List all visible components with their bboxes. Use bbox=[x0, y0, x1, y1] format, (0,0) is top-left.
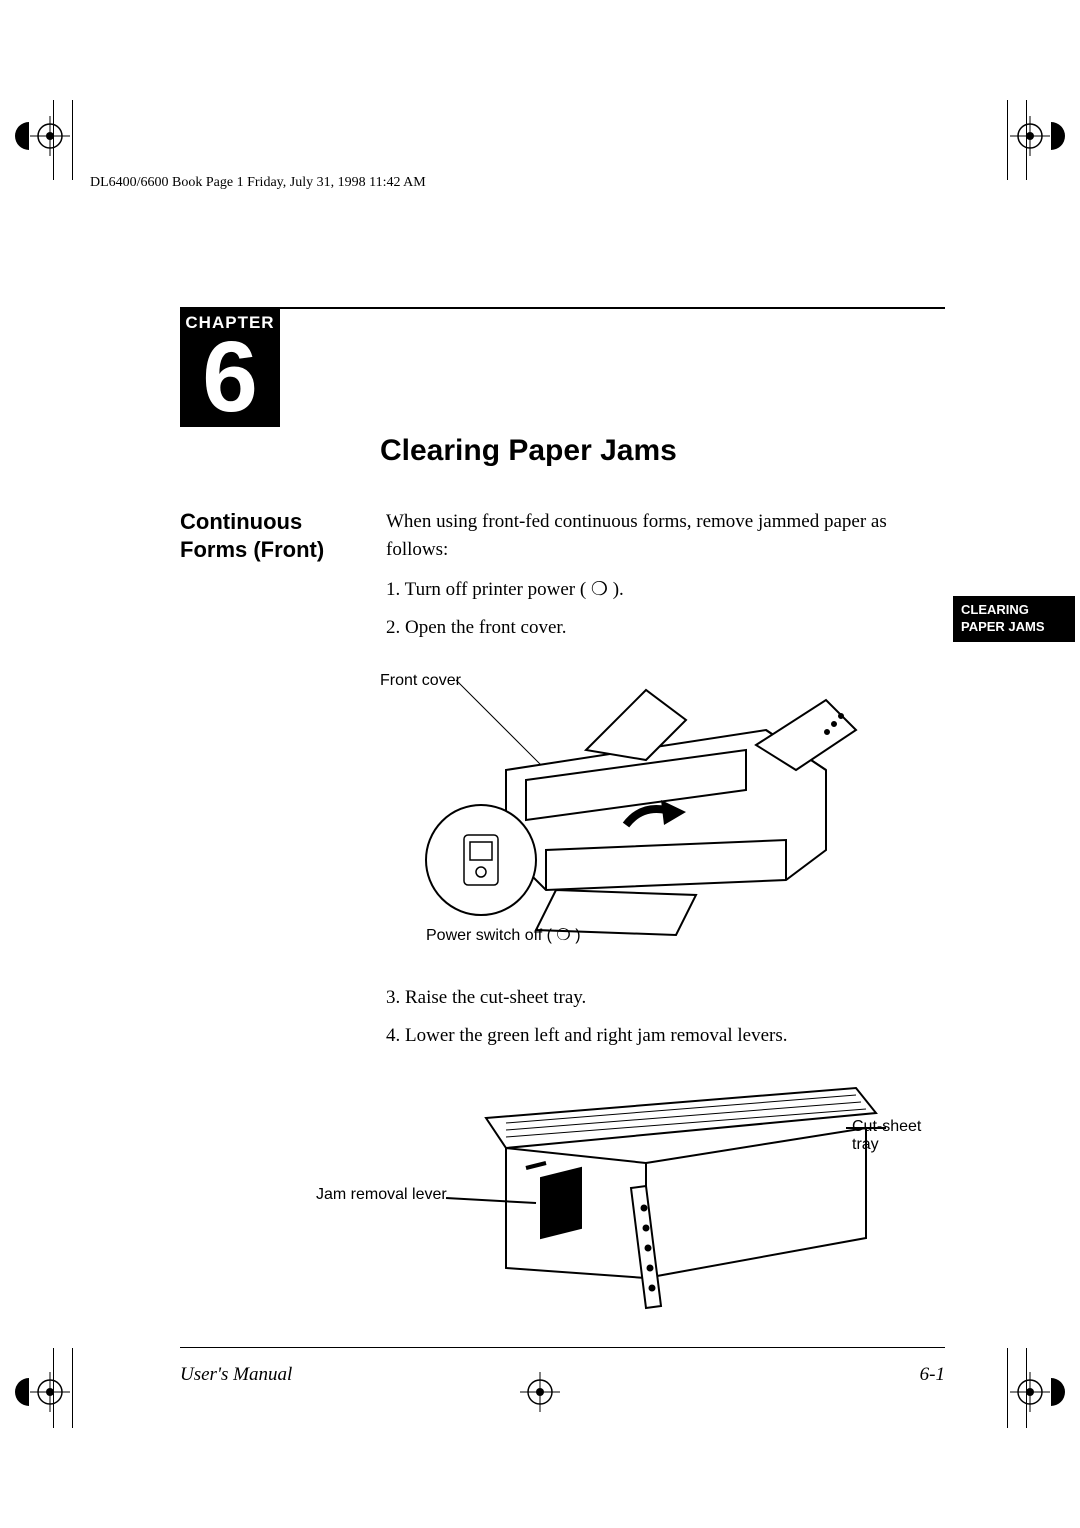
printer-illustration-icon bbox=[386, 650, 866, 950]
intro-paragraph: When using front-fed continuous forms, r… bbox=[386, 508, 945, 563]
chapter-badge: CHAPTER 6 bbox=[180, 307, 280, 427]
crop-line bbox=[72, 100, 73, 180]
reg-arc-icon bbox=[15, 1378, 29, 1406]
side-tab-line1: CLEARING bbox=[961, 602, 1029, 617]
steps-group-2: 3. Raise the cut-sheet tray. 4. Lower th… bbox=[386, 984, 945, 1049]
bottom-rule bbox=[180, 1347, 945, 1348]
footer-right: 6-1 bbox=[920, 1364, 945, 1386]
tray-illustration-icon bbox=[386, 1068, 946, 1318]
footer-left: User's Manual bbox=[180, 1364, 292, 1386]
crop-line bbox=[1007, 1348, 1008, 1428]
section-line1: Continuous bbox=[180, 509, 302, 534]
chapter-number: 6 bbox=[180, 335, 280, 420]
registration-mark-icon bbox=[1010, 116, 1050, 156]
reg-arc-icon bbox=[15, 122, 29, 150]
registration-mark-icon bbox=[30, 116, 70, 156]
crop-line bbox=[1007, 100, 1008, 180]
chapter-title: Clearing Paper Jams bbox=[380, 434, 677, 468]
step-4: 4. Lower the green left and right jam re… bbox=[386, 1022, 945, 1050]
reg-arc-icon bbox=[1051, 1378, 1065, 1406]
step-2: 2. Open the front cover. bbox=[386, 614, 945, 642]
registration-mark-icon bbox=[1010, 1372, 1050, 1412]
section-heading: Continuous Forms (Front) bbox=[180, 508, 360, 563]
fig1-label-poweroff: Power switch off ( ❍ ) bbox=[426, 925, 581, 945]
side-tab: CLEARING PAPER JAMS bbox=[953, 596, 1075, 642]
reg-arc-icon bbox=[1051, 122, 1065, 150]
fig2-label-cutsheet: Cut-sheet tray bbox=[852, 1118, 946, 1154]
registration-mark-icon bbox=[30, 1372, 70, 1412]
crop-line bbox=[72, 1348, 73, 1428]
step-3: 3. Raise the cut-sheet tray. bbox=[386, 984, 945, 1012]
step-1: 1. Turn off printer power ( ❍ ). bbox=[386, 576, 945, 604]
top-rule bbox=[280, 307, 945, 309]
page-header-meta: DL6400/6600 Book Page 1 Friday, July 31,… bbox=[90, 175, 426, 191]
side-tab-line2: PAPER JAMS bbox=[961, 619, 1045, 634]
figure-2: Cut-sheet tray Jam removal lever bbox=[386, 1068, 946, 1318]
fig2-label-jamlever: Jam removal lever bbox=[316, 1186, 447, 1204]
steps-group-1: 1. Turn off printer power ( ❍ ). 2. Open… bbox=[386, 576, 945, 641]
section-line2: Forms (Front) bbox=[180, 537, 324, 562]
figure-1: Front cover Power switch off ( ❍ ) bbox=[386, 650, 866, 950]
registration-mark-icon bbox=[520, 1372, 560, 1412]
fig1-label-frontcover: Front cover bbox=[380, 672, 461, 690]
